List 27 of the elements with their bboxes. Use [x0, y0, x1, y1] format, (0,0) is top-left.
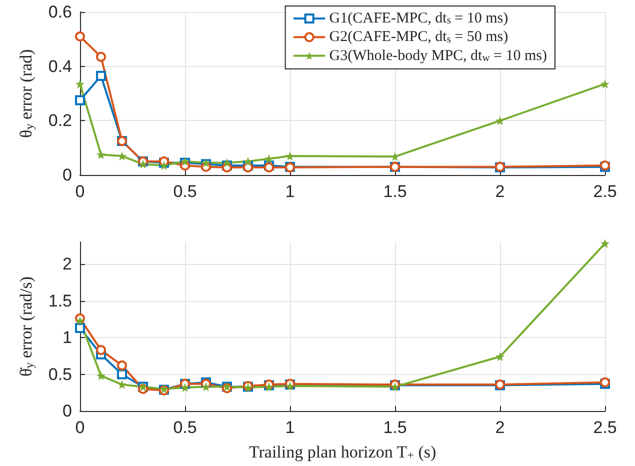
- y-tick-label: 0.4: [48, 56, 72, 76]
- x-tick-label: 1.5: [383, 418, 407, 437]
- x-tick-label: 0.5: [173, 182, 197, 201]
- y-tick-label: 0.2: [48, 111, 72, 130]
- y-tick-label: 1: [62, 328, 72, 348]
- y-tick-label: 0.6: [48, 2, 72, 22]
- y-tick-label: 0.5: [48, 364, 72, 384]
- x-tick-label: 2.5: [593, 418, 617, 437]
- x-tick-label: 2: [495, 418, 505, 437]
- x-tick-label: 1.5: [383, 182, 407, 201]
- legend-label: G2(CAFE-MPC, dts = 50 ms): [329, 29, 508, 46]
- x-tick-label: 2.5: [593, 182, 617, 201]
- y-tick-label: 0: [62, 402, 72, 420]
- x-tick-label: 0.5: [173, 418, 197, 437]
- x-tick-label: 0: [75, 418, 85, 437]
- x-tick-label: 1: [285, 182, 295, 201]
- x-tick-label: 1: [285, 418, 295, 437]
- y-axis-title: θy error (rad): [16, 49, 36, 138]
- y-tick-label: 0: [62, 166, 72, 184]
- legend-label: G1(CAFE-MPC, dts = 10 ms): [329, 10, 508, 27]
- y-tick-label: 1.5: [48, 291, 72, 310]
- legend-label: G3(Whole-body MPC, dtw = 10 ms): [329, 48, 548, 64]
- x-axis-title: Trailing plan horizon T+ (s): [248, 442, 436, 462]
- x-tick-label: 2: [495, 182, 505, 201]
- y-tick-label: 2: [62, 254, 72, 274]
- x-tick-label: 0: [75, 182, 85, 201]
- y-axis-title: θ̇y error (rad/s): [16, 276, 36, 376]
